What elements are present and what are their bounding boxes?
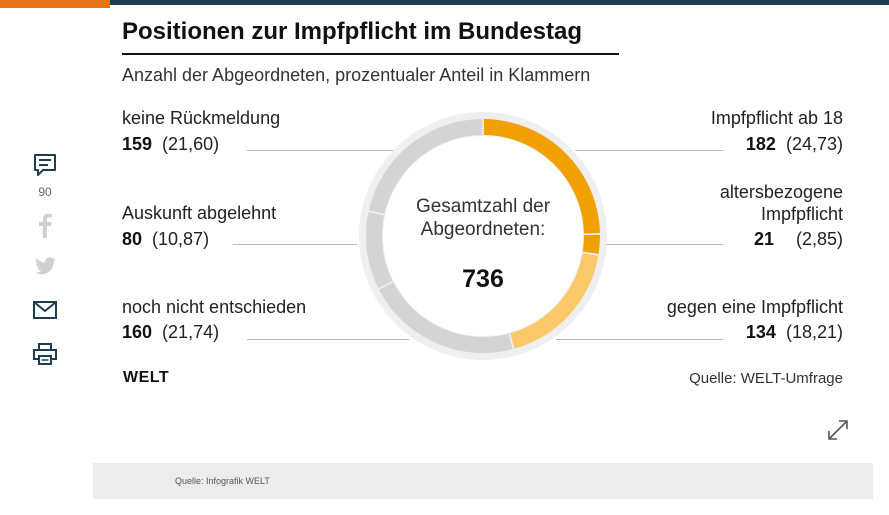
top-bar-accent [0, 0, 110, 8]
leader-line-keine-rueckmeldung [247, 150, 393, 151]
comment-button[interactable] [22, 152, 68, 178]
facebook-share-button[interactable] [22, 212, 68, 238]
twitter-share-button[interactable] [22, 257, 68, 277]
facebook-icon [39, 213, 52, 238]
mail-share-button[interactable] [22, 300, 68, 320]
label-impfpflicht-ab-18: Impfpflicht ab 18 [710, 108, 843, 128]
donut-slice-5 [366, 212, 393, 289]
leader-line-impfpflicht-ab-18 [575, 150, 723, 151]
donut-hole [383, 136, 583, 336]
value-number: 134 [745, 322, 776, 342]
chart-title: Positionen zur Impfpflicht im Bundestag [122, 18, 583, 45]
top-bar [0, 0, 889, 5]
comment-icon [34, 154, 56, 176]
value-percent: (18,21) [785, 322, 843, 342]
print-icon [33, 343, 57, 365]
value-auskunft-abgelehnt: 80 (10,87) [122, 229, 209, 250]
welt-logo: WELT [123, 369, 170, 386]
image-caption-bar: Quelle: Infografik WELT [93, 463, 873, 499]
label-altersbezogene-impfpflicht: altersbezogene Impfpflicht [719, 182, 843, 224]
value-noch-nicht-entschieden: 160 (21,74) [122, 322, 219, 343]
value-percent: (21,60) [162, 134, 220, 154]
label-keine-rueckmeldung: keine Rückmeldung [122, 108, 281, 128]
value-percent: (10,87) [152, 229, 210, 249]
value-keine-rueckmeldung: 159 (21,60) [122, 134, 219, 155]
leader-line-gegen-impfpflicht [556, 339, 723, 340]
title-underline [122, 53, 619, 55]
value-impfpflicht-ab-18: 182 (24,73) [746, 134, 843, 155]
value-number: 159 [122, 134, 153, 154]
donut-slice-4 [379, 282, 513, 353]
donut-chart [359, 112, 607, 360]
value-altersbezogene-impfpflicht: 21 (2,85) [754, 229, 843, 250]
donut-slice-6 [368, 119, 483, 214]
image-caption: Quelle: Infografik WELT [175, 476, 270, 486]
value-percent: (2,85) [795, 229, 843, 249]
donut-slice-2 [582, 234, 600, 254]
chart-source: Quelle: WELT-Umfrage [689, 370, 843, 387]
label-auskunft-abgelehnt: Auskunft abgelehnt [122, 203, 277, 223]
mail-icon [33, 301, 57, 319]
print-button[interactable] [22, 342, 68, 366]
donut-slice-3 [510, 253, 599, 349]
leader-line-noch-nicht-entschieden [247, 339, 409, 340]
leader-line-altersbezogene-impfpflicht [606, 244, 723, 245]
value-percent: (24,73) [785, 134, 843, 154]
value-number: 21 [753, 229, 774, 249]
label-gegen-impfpflicht: gegen eine Impfpflicht [666, 297, 843, 317]
value-number: 160 [122, 322, 153, 342]
value-percent: (21,74) [162, 322, 220, 342]
value-number: 80 [122, 229, 143, 249]
center-label: Gesamtzahl der Abgeordneten: [415, 196, 551, 240]
leader-line-auskunft-abgelehnt [233, 244, 357, 245]
expand-button[interactable] [826, 418, 850, 447]
comment-count: 90 [38, 185, 52, 199]
donut-slice-1 [483, 119, 600, 234]
expand-icon [828, 420, 848, 440]
center-total: 736 [462, 265, 504, 293]
twitter-icon [35, 257, 56, 275]
label-noch-nicht-entschieden: noch nicht entschieden [122, 297, 307, 317]
chart-subtitle: Anzahl der Abgeordneten, prozentualer An… [122, 65, 591, 85]
value-number: 182 [745, 134, 776, 154]
value-gegen-impfpflicht: 134 (18,21) [746, 322, 843, 343]
